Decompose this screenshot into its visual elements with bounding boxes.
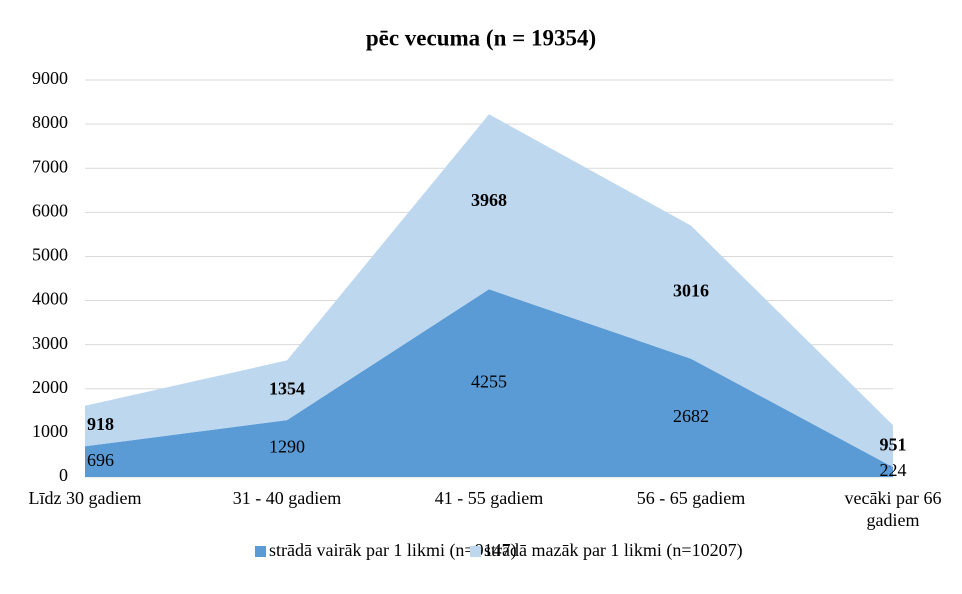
data-label: 3016 — [673, 280, 709, 300]
y-tick-label: 7000 — [32, 156, 68, 176]
y-tick-label: 3000 — [32, 333, 68, 353]
legend-label: strādā mazāk par 1 likmi (n=10207) — [484, 540, 743, 561]
y-tick-label: 8000 — [32, 112, 68, 132]
x-tick-label: Līdz 30 gadiem — [29, 488, 142, 508]
y-tick-label: 5000 — [32, 245, 68, 265]
legend-swatch — [255, 546, 266, 557]
legend-swatch — [470, 546, 481, 557]
x-tick-label-line: vecāki par 66 — [845, 488, 942, 508]
legend-label: strādā vairāk par 1 likmi (n=9147) — [269, 540, 517, 561]
x-tick-label: 31 - 40 gadiem — [233, 488, 341, 508]
x-tick-label-line: gadiem — [867, 510, 920, 530]
y-tick-label: 1000 — [32, 421, 68, 441]
x-tick-label: vecāki par 66 gadiem — [845, 488, 942, 530]
y-tick-label: 2000 — [32, 377, 68, 397]
data-label: 2682 — [673, 406, 709, 426]
area — [85, 289, 893, 477]
x-tick-label: 56 - 65 gadiem — [637, 488, 745, 508]
data-label: 951 — [880, 434, 907, 454]
y-tick-label: 6000 — [32, 200, 68, 220]
y-tick-label: 9000 — [32, 68, 68, 88]
data-label: 1290 — [269, 437, 305, 457]
y-tick-label: 0 — [59, 465, 68, 485]
chart-title: pēc vecuma (n = 19354) — [366, 25, 596, 50]
data-label: 4255 — [471, 371, 507, 391]
y-tick-label: 4000 — [32, 289, 68, 309]
data-label: 918 — [87, 414, 114, 434]
x-tick-label: 41 - 55 gadiem — [435, 488, 543, 508]
data-label: 696 — [87, 450, 114, 470]
data-label: 3968 — [471, 190, 507, 210]
data-label: 1354 — [269, 378, 305, 398]
area — [85, 114, 893, 468]
data-label: 224 — [880, 460, 907, 480]
